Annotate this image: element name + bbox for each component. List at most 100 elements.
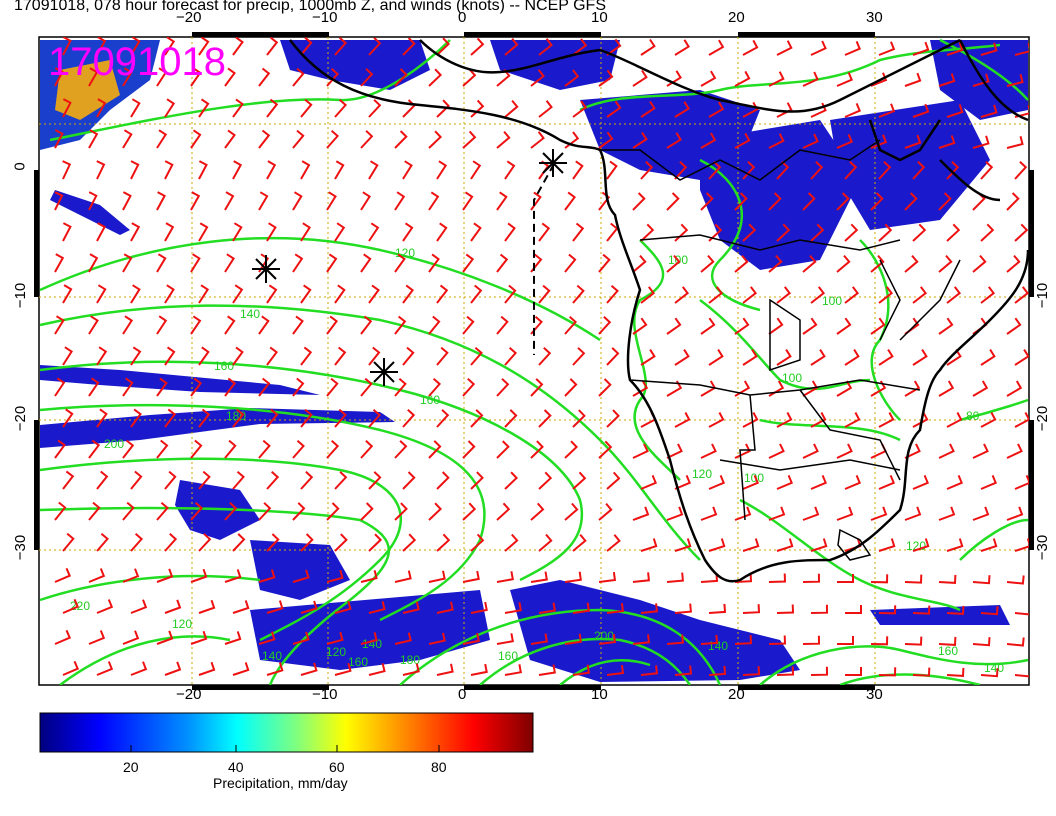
wind-barb [198,346,210,366]
wind-barb [946,667,965,677]
wind-barb [164,222,175,242]
wind-barb [606,471,621,490]
wind-barb [436,346,449,366]
wind-barb [700,70,717,87]
wind-barb [300,408,313,428]
wind-barb [708,286,723,304]
wind-barb [938,192,952,211]
wind-barb [810,604,829,614]
wind-barb [300,284,312,304]
wind-barb [938,443,955,459]
wind-barb [96,346,108,366]
contour-label: 140 [984,661,1004,675]
wind-barb [496,440,510,459]
wind-barb [946,412,963,428]
contour-label: 100 [744,471,764,485]
wind-barb [96,37,107,56]
wind-barb [258,439,271,459]
wind-barbs [54,37,1029,678]
wind-barb [258,191,269,211]
colorbar [39,712,534,753]
wind-barb [232,160,243,180]
storm-track [533,163,555,355]
lat-tick: −20 [12,405,30,432]
wind-barb [844,286,859,304]
wind-barb [326,253,338,273]
colorbar-tick-label: 40 [228,759,244,775]
lat-tick: −30 [1034,534,1052,561]
wind-barb [972,443,989,459]
wind-barb [428,130,443,149]
wind-barb [402,601,420,614]
wind-barb [266,662,284,676]
wind-barb [980,606,999,616]
wind-barb [62,660,80,676]
wind-barb [428,570,446,583]
contour-label: 200 [594,629,614,643]
wind-barb [1006,254,1021,273]
wind-barb [632,192,646,211]
wind-barb [496,571,514,583]
wind-barb [368,533,383,552]
wind-barb [224,377,237,397]
wind-barb [708,101,725,118]
wind-barb [674,161,688,180]
wind-barb [674,349,690,366]
wind-barb [334,346,347,366]
wind-barb [870,506,888,521]
wind-barb [130,37,141,56]
wind-barb [564,571,582,583]
wind-barb [198,37,210,56]
wind-barb [224,569,242,583]
wind-barb [198,599,216,614]
wind-barb [258,377,271,397]
wind-barb [768,71,785,87]
wind-barb [700,443,717,459]
wind-barb [564,69,580,87]
wind-barb [904,134,922,149]
wind-barb [326,569,344,583]
wind-barb [742,39,759,56]
wind-barb [837,574,854,583]
storm-markers [252,149,567,386]
wind-barb [938,506,956,521]
wind-barb [674,665,692,676]
wind-barb [836,443,853,459]
contour-label: 140 [262,649,282,663]
wind-barb [912,41,930,56]
map-title: 17091018, 078 hour forecast for precip, … [14,0,606,14]
wind-barb [156,439,169,459]
wind-barb [734,192,748,211]
wind-barb [598,191,611,211]
wind-barb [326,631,344,645]
wind-barb [394,315,407,335]
wind-barb [946,475,964,490]
wind-barb [572,471,587,490]
wind-barb [776,223,791,242]
wind-barb [300,600,318,614]
wind-barb [326,67,340,87]
wind-barb [402,663,420,676]
wind-barb [572,602,590,614]
wind-barb [598,440,613,459]
contour-label: 160 [420,393,440,407]
wind-barb [504,664,522,676]
wind-barb [572,409,586,428]
wind-barb [666,506,684,521]
wind-barb [496,191,508,211]
wind-barb [360,191,371,211]
contour-label: 80 [966,409,980,423]
wind-barb [190,129,202,149]
wind-barb [428,315,441,335]
wind-barb [802,506,820,521]
wind-barb [334,600,352,614]
wind-barb [122,315,134,335]
wind-barb [360,440,374,459]
wind-barb [980,161,994,180]
wind-barb [258,631,276,645]
wind-barb [156,377,168,397]
wind-barb [198,222,209,242]
wind-barb [734,506,752,521]
wind-barb [640,100,656,118]
wind-barb [674,101,690,118]
